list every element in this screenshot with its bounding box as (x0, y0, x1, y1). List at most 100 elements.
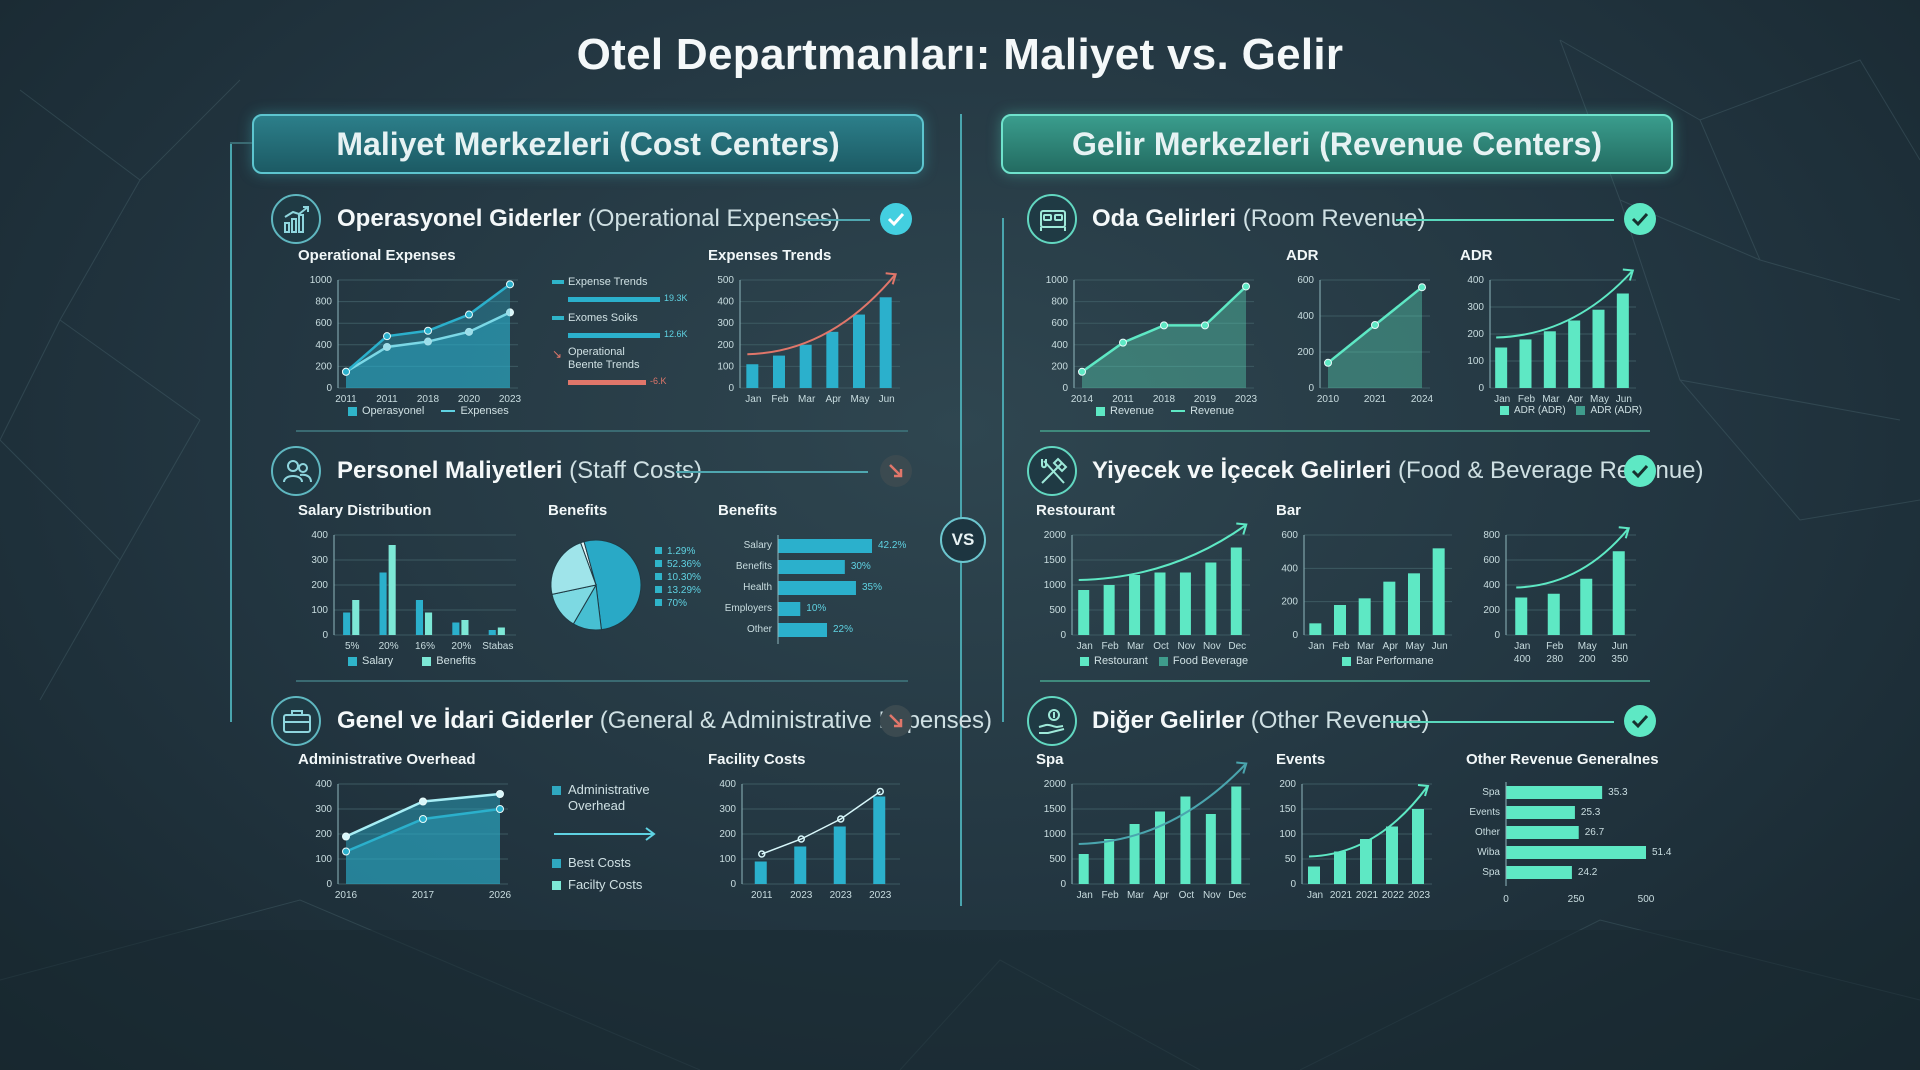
bar (853, 314, 865, 388)
y-tick-label: 0 (1494, 630, 1500, 641)
y-tick-label: 1500 (1044, 555, 1067, 566)
y-tick-label: 150 (1279, 804, 1296, 815)
y-tick-label: 0 (730, 879, 736, 890)
x-tick-label: 2018 (417, 394, 440, 405)
y-tick-label: 200 (719, 829, 736, 840)
chart-title: Administrative Overhead (298, 751, 476, 768)
bar (778, 560, 845, 574)
y-tick-label: 400 (311, 530, 328, 541)
bar (1309, 623, 1322, 635)
series-area (346, 284, 510, 388)
data-label: 51.4 (1652, 847, 1672, 858)
y-tick-label: 400 (315, 779, 332, 790)
x-tick-label: 2017 (412, 890, 435, 901)
legend-label: Restourant (1094, 655, 1148, 668)
data-point (342, 832, 350, 841)
chart-benefits-pie: Benefits (548, 502, 658, 643)
y-tick-label: 0 (1292, 630, 1298, 641)
section-title-other: Diğer Gelirler (Other Revenue) (1092, 701, 1429, 741)
x-sub-label: 350 (1611, 654, 1628, 665)
chart-spa: Spa 0 500 1000 1500 2000 Jan Feb Mar Apr Oct Nov Dec (1036, 751, 1256, 912)
data-point (342, 847, 350, 856)
data-point (758, 850, 766, 858)
section-title-admin: Genel ve İdari Giderler (General & Admin… (337, 701, 992, 741)
x-tick-label: Jun (1612, 641, 1628, 652)
x-tick-label: May (1578, 641, 1597, 652)
chart-title: Bar (1276, 502, 1301, 519)
y-tick-label: 300 (1467, 302, 1484, 313)
chart-title: Benefits (718, 502, 777, 519)
chart-title: Benefits (548, 502, 607, 519)
pie-legend-label: 1.29% (667, 546, 696, 557)
chart-facility-costs: Facility Costs 0 100 200 300 400 2011 2023 2023 2… (708, 751, 908, 912)
pie-legend-label: 70% (667, 598, 688, 609)
x-tick-label: May (1406, 641, 1425, 652)
fork-knife-icon (1027, 446, 1077, 496)
bar (452, 622, 460, 635)
bar (1506, 846, 1646, 859)
chart-room-revenue: 0 200 400 600 800 1000 2014 2011 2018 2019 2023 (1036, 248, 1266, 428)
side-legend-label: Expense Trends (568, 276, 648, 288)
y-tick-label: 400 (1483, 580, 1500, 591)
data-label: 35% (862, 582, 882, 593)
x-tick-label: Nov (1203, 890, 1221, 901)
data-label: 24.2 (1578, 867, 1598, 878)
bar (379, 572, 387, 635)
x-tick-label: Jan (1494, 394, 1510, 405)
section-title-light: (Food & Beverage Revenue) (1398, 457, 1704, 484)
y-tick-label: Health (743, 582, 772, 593)
bar (461, 620, 469, 635)
series-area (346, 312, 510, 388)
legend-room-revenue: Revenue Revenue (1096, 405, 1234, 417)
bar (1515, 597, 1528, 635)
series-line (761, 790, 881, 855)
y-tick-label: 0 (326, 879, 332, 890)
x-tick-label: 2026 (489, 890, 512, 901)
growth-chart-icon (271, 194, 321, 244)
section-separator (1040, 430, 1650, 432)
x-tick-label: 2023 (869, 890, 892, 901)
data-point (424, 337, 432, 346)
down-arrow-icon (880, 705, 912, 737)
legend-label: Food Beverage (1172, 655, 1249, 668)
x-tick-label: Apr (1153, 890, 1169, 901)
x-tick-label: 2023 (499, 394, 522, 405)
y-tick-label: 600 (1281, 530, 1298, 541)
legend-label: Salary (362, 655, 394, 668)
trend-line (747, 274, 896, 356)
y-tick-label: 300 (719, 804, 736, 815)
trend-arrowhead (885, 272, 897, 285)
side-legend-item: Exomes Soiks 12.6K (552, 310, 702, 342)
data-point (1324, 358, 1332, 367)
side-legend-item: Expense Trends 19.3K (552, 274, 702, 306)
bar (1506, 866, 1572, 879)
bar (1506, 786, 1603, 799)
y-tick-label: 100 (719, 854, 736, 865)
pie-legend-label: 13.29% (667, 585, 701, 596)
operational-side-legend: Expense Trends 19.3K Exomes Soiks 12.6K ↘ O… (552, 274, 702, 399)
data-point (419, 815, 427, 823)
check-icon (1624, 705, 1656, 737)
check-icon (880, 203, 912, 235)
section-title-bold: Diğer Gelirler (1092, 707, 1245, 734)
legend-label: Expenses (460, 405, 509, 418)
y-tick-label: Benefits (736, 561, 772, 572)
cost-centers-header: Maliyet Merkezleri (Cost Centers) (252, 114, 924, 174)
y-tick-label: 800 (315, 297, 332, 308)
data-point (465, 310, 473, 319)
section-title-bold: Yiyecek ve İçecek Gelirleri (1092, 457, 1392, 484)
x-tick-label: 2019 (1194, 394, 1217, 405)
bar (1616, 293, 1629, 388)
chart-title: ADR (1460, 247, 1493, 264)
chart-title: Other Revenue Generalnes (1466, 751, 1659, 768)
bar (1386, 826, 1398, 884)
arrow-right-icon (554, 827, 656, 841)
x-tick-label: Jun (1616, 394, 1632, 405)
down-arrow-icon (880, 455, 912, 487)
x-tick-label: 2023 (1408, 890, 1431, 901)
bar (1543, 331, 1556, 388)
y-tick-label: 400 (1051, 340, 1068, 351)
data-point (383, 332, 391, 341)
x-tick-label: 500 (1638, 894, 1655, 905)
bed-icon (1027, 194, 1077, 244)
